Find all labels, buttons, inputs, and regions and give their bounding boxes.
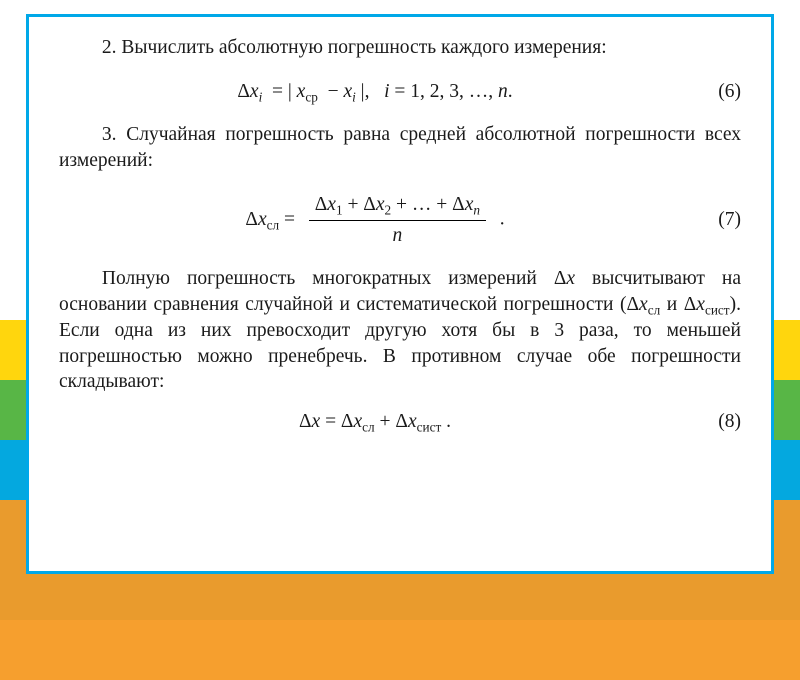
explanation-text: Полную погрешность многократных измерени… xyxy=(59,266,741,395)
equation-6-number: (6) xyxy=(691,79,741,105)
equation-8: Δx = Δxсл + Δxсист . xyxy=(59,409,691,435)
equation-8-row: Δx = Δxсл + Δxсист . (8) xyxy=(59,409,741,435)
content-card: 2. Вычислить абсолютную погрешность кажд… xyxy=(26,14,774,574)
step2-text: 2. Вычислить абсолютную погрешность кажд… xyxy=(59,35,741,61)
equation-6: Δxi = | xср − xi |, i = 1, 2, 3, …, n. xyxy=(59,79,691,105)
equation-7-number: (7) xyxy=(691,207,741,233)
step3-text: 3. Случайная погрешность равна средней а… xyxy=(59,122,741,173)
equation-7-fraction: Δx1 + Δx2 + … + Δxn n xyxy=(309,192,486,248)
equation-7: Δxсл = Δx1 + Δx2 + … + Δxn n . xyxy=(59,192,691,248)
equation-8-number: (8) xyxy=(691,409,741,435)
equation-7-row: Δxсл = Δx1 + Δx2 + … + Δxn n . (7) xyxy=(59,192,741,248)
equation-6-row: Δxi = | xср − xi |, i = 1, 2, 3, …, n. (… xyxy=(59,79,741,105)
